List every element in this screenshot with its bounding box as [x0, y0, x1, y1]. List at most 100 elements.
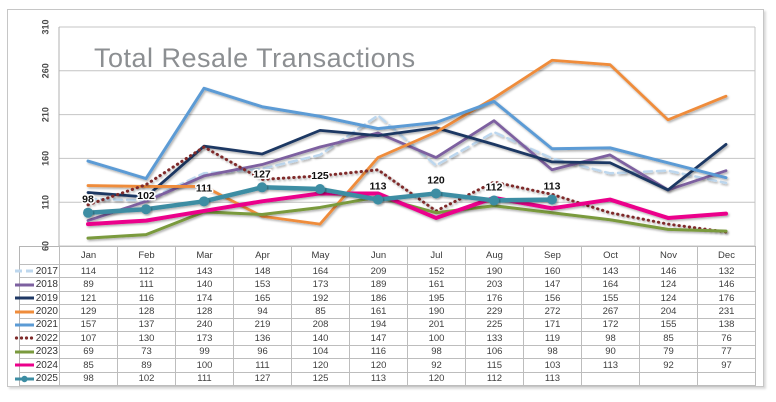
table-value-2017-jan: 114 [60, 265, 118, 279]
column-header-sep: Sep [524, 247, 582, 265]
table-value-2024-sep: 103 [524, 359, 582, 373]
data-point-label: 111 [196, 182, 213, 194]
table-value-2018-aug: 203 [466, 278, 524, 292]
table-value-2017-sep: 160 [524, 265, 582, 279]
table-value-2019-apr: 165 [234, 291, 292, 306]
table-value-2019-sep: 156 [524, 291, 582, 306]
column-header-apr: Apr [234, 247, 292, 265]
chart-title: Total Resale Transactions [94, 43, 416, 73]
legend-cell-2020: 2020 [14, 305, 60, 319]
table-value-2021-jan: 157 [60, 318, 118, 333]
data-point-label: 113 [370, 181, 387, 193]
legend-key-icon-2024 [14, 363, 34, 367]
table-value-2020-jul: 190 [408, 305, 466, 319]
table-value-2021-jun: 194 [350, 318, 408, 333]
table-value-2025-nov [640, 372, 698, 386]
legend-cell-2019: 2019 [14, 291, 60, 306]
series-line-2018 [86, 119, 728, 222]
table-value-2020-dec: 231 [698, 305, 756, 319]
column-header-jan: Jan [60, 247, 118, 265]
table-value-2018-nov: 124 [640, 278, 698, 292]
legend-year-label: 2023 [35, 346, 58, 358]
y-tick-label: 160 [40, 151, 50, 166]
legend-year-label: 2024 [35, 359, 58, 371]
table-value-2022-aug: 133 [466, 332, 524, 346]
legend-key-icon-2023 [14, 350, 34, 354]
table-value-2024-nov: 92 [640, 359, 698, 373]
legend-key-icon-2017 [14, 269, 33, 273]
legend-year-label: 2019 [35, 292, 58, 304]
table-value-2023-mar: 99 [176, 345, 234, 360]
table-value-2024-mar: 100 [176, 359, 234, 373]
table-value-2021-sep: 171 [524, 318, 582, 333]
legend-key-icon-2021 [14, 323, 34, 327]
data-point-marker-2025 [489, 195, 499, 206]
data-point-label: 112 [486, 181, 503, 193]
table-value-2023-sep: 98 [524, 345, 582, 360]
table-value-2020-apr: 94 [234, 305, 292, 319]
table-value-2021-apr: 219 [234, 318, 292, 333]
table-value-2019-mar: 174 [176, 291, 234, 306]
table-value-2019-jan: 121 [60, 291, 118, 306]
column-header-dec: Dec [698, 247, 756, 265]
table-corner-cell [20, 247, 60, 265]
legend-cell-2017: 2017 [14, 265, 60, 279]
table-value-2019-may: 192 [292, 291, 350, 306]
column-header-nov: Nov [640, 247, 698, 265]
table-value-2023-oct: 90 [582, 345, 640, 360]
y-tick-label: 260 [40, 63, 50, 78]
table-value-2017-nov: 146 [640, 265, 698, 279]
table-value-2020-nov: 204 [640, 305, 698, 319]
data-point-label: 125 [311, 170, 329, 182]
table-value-2025-jun: 113 [350, 372, 408, 386]
legend-year-label: 2022 [35, 332, 58, 344]
table-value-2021-oct: 172 [582, 318, 640, 333]
table-value-2019-jul: 195 [408, 291, 466, 306]
data-point-label: 113 [544, 181, 561, 193]
legend-cell-2021: 2021 [14, 318, 60, 333]
legend-year-label: 2025 [35, 373, 58, 385]
data-point-label: 120 [427, 174, 445, 186]
legend-key-icon-2022 [14, 336, 33, 341]
column-header-jun: Jun [350, 247, 408, 265]
table-value-2019-dec: 176 [698, 291, 756, 306]
table-value-2018-mar: 140 [176, 278, 234, 292]
table-value-2025-jul: 120 [408, 372, 466, 386]
table-value-2019-feb: 116 [118, 291, 176, 306]
table-value-2024-jul: 92 [408, 359, 466, 373]
series-line-2024 [86, 191, 728, 227]
legend-cell-2023: 2023 [14, 345, 60, 360]
table-value-2024-aug: 115 [466, 359, 524, 373]
table-value-2022-dec: 76 [698, 332, 756, 346]
data-point-marker-2025 [83, 207, 93, 218]
table-value-2024-dec: 97 [698, 359, 756, 373]
column-header-jul: Jul [408, 247, 466, 265]
table-value-2025-mar: 111 [176, 372, 234, 386]
table-value-2025-aug: 112 [466, 372, 524, 386]
table-value-2017-feb: 112 [118, 265, 176, 279]
column-header-aug: Aug [466, 247, 524, 265]
column-header-oct: Oct [582, 247, 640, 265]
table-value-2018-dec: 146 [698, 278, 756, 292]
table-value-2018-may: 173 [292, 278, 350, 292]
data-point-marker-2025 [199, 196, 209, 207]
table-value-2022-jan: 107 [60, 332, 118, 346]
legend-key-icon-2020 [14, 310, 34, 314]
legend-cell-2018: 2018 [14, 278, 60, 292]
legend-year-label: 2017 [35, 265, 58, 277]
column-header-mar: Mar [176, 247, 234, 265]
table-value-2023-jan: 69 [60, 345, 118, 360]
legend-cell-2024: 2024 [14, 359, 60, 373]
table-value-2020-may: 85 [292, 305, 350, 319]
table-value-2024-oct: 113 [582, 359, 640, 373]
table-value-2022-sep: 119 [524, 332, 582, 346]
data-point-labels: 98 102 111 127 125 113 120 112 113 [81, 167, 562, 207]
table-value-2018-jul: 161 [408, 278, 466, 292]
y-tick-label: 310 [40, 19, 50, 34]
table-value-2023-dec: 77 [698, 345, 756, 360]
legend-year-label: 2020 [35, 306, 58, 318]
table-value-2022-apr: 136 [234, 332, 292, 346]
series-line-2023 [86, 195, 728, 240]
data-point-label: 102 [137, 190, 155, 202]
legend-key-icon-2025 [14, 375, 34, 382]
